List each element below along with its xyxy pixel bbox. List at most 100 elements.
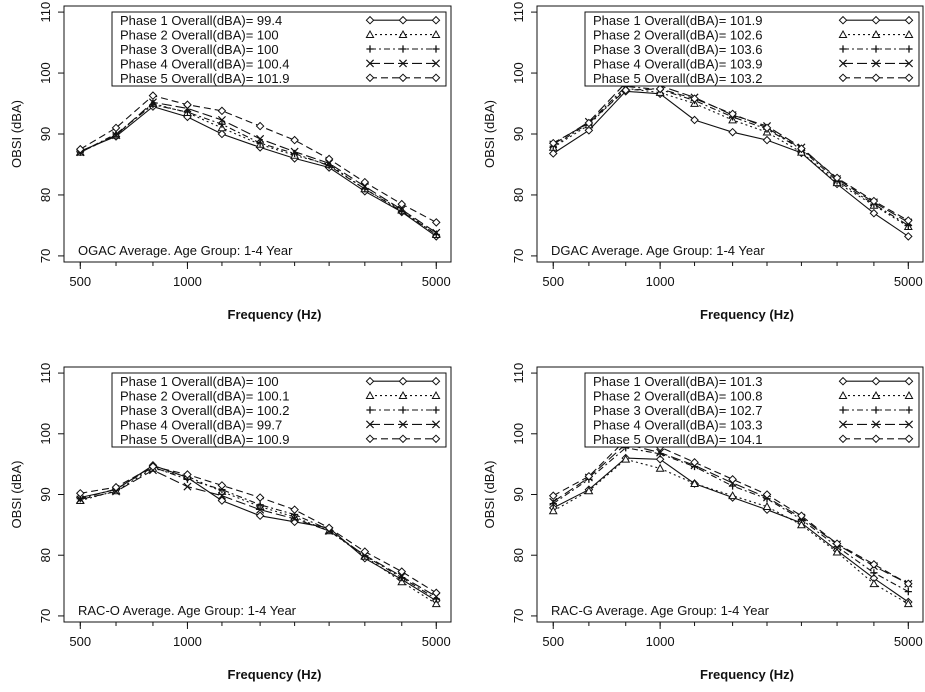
legend-label: Phase 3 Overall(dBA)= 100.2 (120, 403, 289, 418)
data-point-phase-2 (903, 599, 913, 608)
x-tick-label: 500 (69, 634, 91, 649)
legend-box (584, 11, 920, 87)
data-point-phase-5 (148, 462, 158, 471)
legend-marker (838, 376, 848, 386)
series-line-phase-4 (552, 82, 909, 223)
data-point-phase-4 (290, 514, 299, 523)
y-tick-label: 70 (511, 609, 526, 623)
data-point-phase-5 (548, 491, 558, 501)
data-point-phase-1 (584, 126, 594, 135)
data-point-phase-4 (432, 228, 441, 237)
chart-panel-4: 70 80 90 100 110 500 1000 5000 Frequency (Hz) OBS… (482, 363, 924, 682)
legend-marker (365, 376, 375, 386)
data-point-phase-5 (690, 94, 699, 103)
legend-marker (872, 406, 880, 414)
legend-marker (366, 45, 374, 53)
y-tick-label: 80 (511, 188, 526, 202)
data-point-phase-1 (762, 135, 772, 145)
series-line-phase-2 (80, 467, 437, 605)
legend-marker (431, 376, 441, 386)
legend-marker (431, 420, 441, 429)
data-point-phase-5 (75, 488, 85, 498)
data-point-phase-5 (360, 177, 370, 187)
legend-label: Phase 2 Overall(dBA)= 100.8 (593, 389, 762, 404)
legend-label: Phase 1 Overall(dBA)= 99.4 (120, 13, 282, 28)
legend-marker (871, 390, 881, 399)
series-line-phase-5 (552, 88, 909, 222)
legend-marker (398, 73, 408, 83)
series-line-phase-2 (80, 102, 437, 236)
legend-marker (398, 15, 408, 25)
legend-marker (871, 434, 881, 444)
legend-marker (904, 434, 914, 444)
x-axis-title: Frequency (Hz) (228, 307, 322, 322)
legend-marker (871, 376, 881, 386)
data-point-phase-5 (397, 199, 407, 209)
data-point-phase-5 (797, 144, 806, 153)
data-point-phase-2 (655, 463, 665, 472)
y-tick-label: 110 (511, 2, 526, 23)
legend-marker (904, 59, 914, 68)
data-point-phase-3 (183, 108, 192, 116)
legend-marker (872, 45, 880, 53)
x-axis-title: Frequency (Hz) (700, 307, 794, 322)
panel-annotation: RAC-O Average. Age Group: 1-4 Year (78, 603, 297, 618)
y-tick-label: 90 (511, 487, 526, 501)
data-point-phase-2 (397, 577, 407, 586)
x-tick-label: 1000 (173, 634, 202, 649)
data-point-phase-4 (111, 131, 121, 140)
series-line-phase-3 (552, 447, 909, 593)
legend-marker (838, 59, 848, 68)
legend-marker (431, 29, 441, 38)
legend-marker (398, 376, 408, 386)
legend-marker (399, 406, 407, 414)
data-point-phase-4 (148, 98, 157, 107)
x-tick-label: 5000 (422, 274, 451, 289)
chart-panel-2: 70 80 90 100 110 500 1000 5000 Frequency (Hz) OBS… (482, 2, 924, 322)
y-tick-label: 90 (38, 487, 53, 501)
y-axis-title: OBSI (dBA) (9, 100, 24, 168)
y-tick-label: 100 (38, 423, 53, 445)
data-point-phase-5 (728, 475, 737, 484)
data-point-phase-3 (256, 501, 264, 509)
legend-marker (365, 15, 375, 25)
data-point-phase-5 (832, 173, 842, 183)
legend-label: Phase 5 Overall(dBA)= 101.9 (120, 71, 289, 86)
data-point-phase-5 (290, 135, 299, 145)
legend-marker (905, 45, 913, 53)
legend-marker (431, 59, 441, 68)
y-tick-label: 90 (38, 127, 53, 141)
legend-marker (838, 29, 848, 38)
series-line-phase-2 (552, 87, 909, 228)
data-point-phase-2 (796, 520, 806, 529)
data-point-phase-5 (797, 511, 806, 521)
data-point-phase-3 (256, 139, 264, 147)
legend-marker (398, 390, 408, 399)
data-point-phase-4 (397, 205, 406, 214)
series-line-phase-5 (80, 94, 437, 223)
legend-marker (904, 29, 914, 38)
data-point-phase-1 (655, 454, 665, 464)
data-point-phase-2 (832, 547, 842, 556)
series-line-phase-3 (80, 466, 437, 600)
series-line-phase-4 (552, 443, 909, 585)
data-point-phase-2 (762, 502, 772, 511)
legend-label: Phase 3 Overall(dBA)= 103.6 (593, 42, 762, 57)
x-tick-label: 5000 (422, 634, 451, 649)
data-point-phase-5 (111, 482, 121, 492)
y-tick-label: 80 (511, 548, 526, 562)
x-axis-title: Frequency (Hz) (228, 667, 322, 682)
legend-marker (365, 73, 375, 83)
data-point-phase-5 (584, 118, 594, 128)
y-tick-label: 90 (511, 127, 526, 141)
data-point-phase-1 (548, 149, 558, 158)
series-line-phase-1 (80, 464, 437, 602)
data-point-phase-1 (869, 208, 879, 218)
series-line-phase-4 (80, 469, 437, 597)
data-point-phase-5 (183, 470, 192, 479)
legend-marker (431, 73, 441, 83)
